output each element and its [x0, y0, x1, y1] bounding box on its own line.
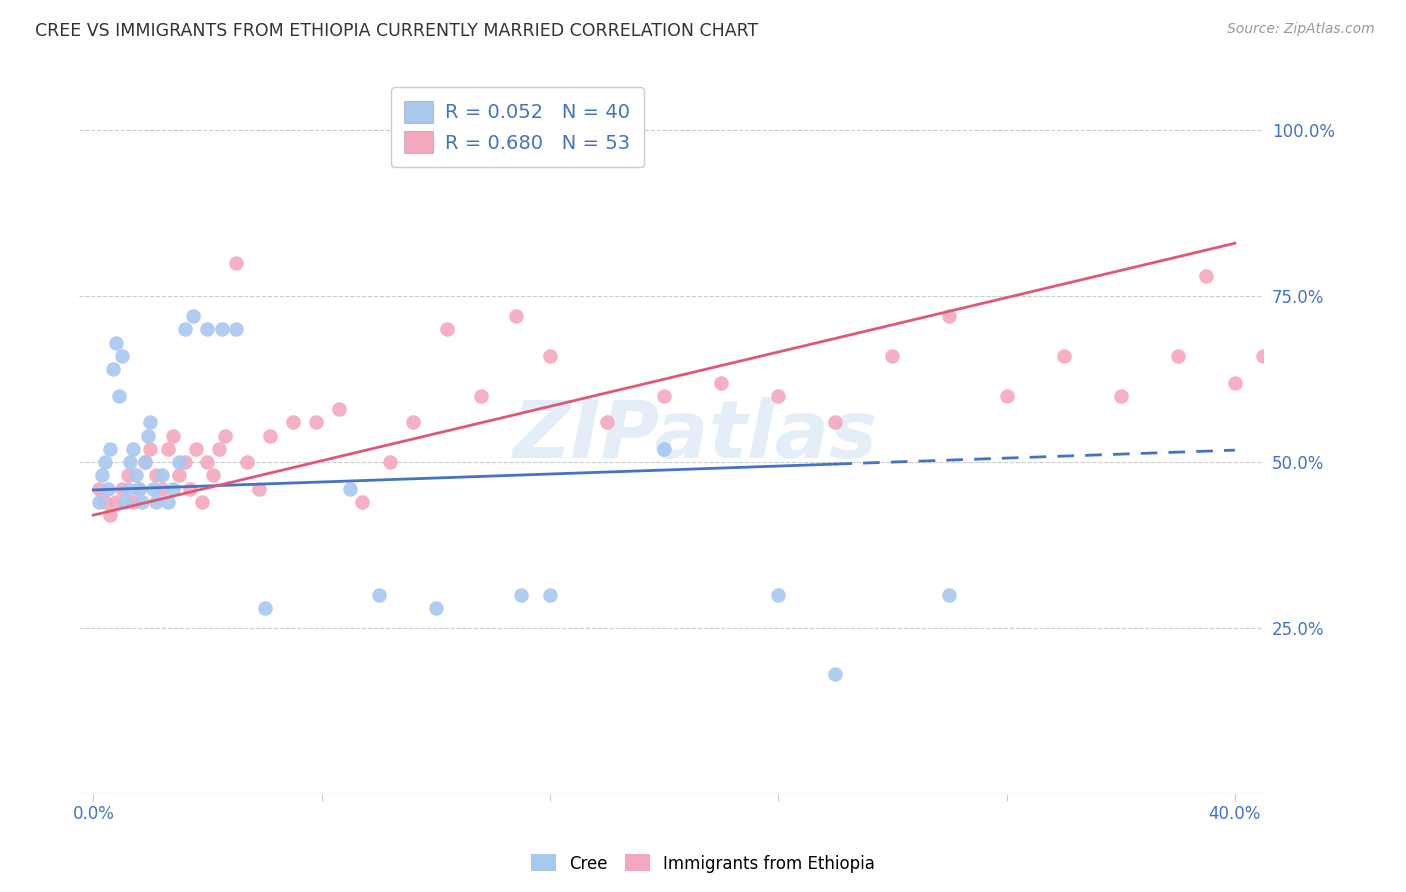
- Point: [184, 442, 207, 456]
- Point: [128, 482, 150, 496]
- Point: [253, 601, 276, 615]
- Point: [1253, 349, 1275, 363]
- Point: [103, 362, 125, 376]
- Point: [1109, 389, 1132, 403]
- Point: [87, 495, 110, 509]
- Point: [350, 495, 373, 509]
- Point: [995, 389, 1018, 403]
- Point: [470, 389, 492, 403]
- Point: [128, 482, 150, 496]
- Point: [378, 455, 401, 469]
- Point: [93, 495, 115, 509]
- Point: [122, 442, 145, 456]
- Point: [938, 588, 960, 602]
- Text: ZIPatlas: ZIPatlas: [512, 397, 877, 475]
- Point: [1281, 322, 1303, 336]
- Point: [150, 468, 173, 483]
- Point: [122, 495, 145, 509]
- Point: [197, 322, 219, 336]
- Point: [768, 389, 790, 403]
- Point: [117, 482, 139, 496]
- Point: [167, 468, 190, 483]
- Point: [87, 482, 110, 496]
- Point: [436, 322, 458, 336]
- Point: [191, 495, 214, 509]
- Point: [402, 415, 425, 429]
- Point: [1167, 349, 1189, 363]
- Point: [768, 588, 790, 602]
- Point: [538, 588, 561, 602]
- Text: CREE VS IMMIGRANTS FROM ETHIOPIA CURRENTLY MARRIED CORRELATION CHART: CREE VS IMMIGRANTS FROM ETHIOPIA CURRENT…: [35, 22, 758, 40]
- Point: [162, 428, 184, 442]
- Point: [225, 322, 247, 336]
- Point: [339, 482, 361, 496]
- Point: [505, 309, 527, 323]
- Point: [1223, 376, 1246, 390]
- Point: [181, 309, 204, 323]
- Point: [824, 667, 846, 681]
- Point: [136, 428, 159, 442]
- Point: [247, 482, 270, 496]
- Point: [105, 335, 128, 350]
- Point: [142, 482, 165, 496]
- Point: [214, 428, 236, 442]
- Point: [710, 376, 733, 390]
- Point: [100, 508, 122, 523]
- Point: [131, 495, 153, 509]
- Point: [125, 468, 148, 483]
- Point: [824, 415, 846, 429]
- Point: [145, 495, 167, 509]
- Point: [938, 309, 960, 323]
- Point: [120, 455, 142, 469]
- Point: [179, 482, 201, 496]
- Point: [281, 415, 304, 429]
- Point: [117, 468, 139, 483]
- Point: [236, 455, 259, 469]
- Point: [162, 482, 184, 496]
- Point: [882, 349, 904, 363]
- Point: [367, 588, 389, 602]
- Point: [156, 442, 179, 456]
- Point: [173, 322, 195, 336]
- Point: [105, 495, 128, 509]
- Point: [150, 482, 173, 496]
- Point: [652, 442, 675, 456]
- Point: [134, 455, 156, 469]
- Legend: Cree, Immigrants from Ethiopia: Cree, Immigrants from Ethiopia: [524, 847, 882, 880]
- Point: [167, 455, 190, 469]
- Point: [139, 415, 162, 429]
- Point: [111, 482, 134, 496]
- Text: Source: ZipAtlas.com: Source: ZipAtlas.com: [1227, 22, 1375, 37]
- Point: [156, 495, 179, 509]
- Point: [173, 455, 195, 469]
- Point: [97, 482, 120, 496]
- Point: [305, 415, 328, 429]
- Point: [538, 349, 561, 363]
- Point: [1195, 269, 1218, 284]
- Point: [108, 389, 131, 403]
- Point: [93, 455, 115, 469]
- Point: [145, 468, 167, 483]
- Point: [225, 256, 247, 270]
- Point: [652, 389, 675, 403]
- Point: [1053, 349, 1076, 363]
- Point: [510, 588, 533, 602]
- Point: [100, 442, 122, 456]
- Point: [1309, 177, 1331, 191]
- Point: [114, 495, 136, 509]
- Point: [211, 322, 233, 336]
- Point: [208, 442, 231, 456]
- Point: [134, 455, 156, 469]
- Point: [111, 349, 134, 363]
- Point: [425, 601, 447, 615]
- Point: [596, 415, 619, 429]
- Point: [328, 402, 350, 417]
- Point: [139, 442, 162, 456]
- Point: [90, 468, 112, 483]
- Legend: R = 0.052   N = 40, R = 0.680   N = 53: R = 0.052 N = 40, R = 0.680 N = 53: [391, 87, 644, 167]
- Point: [259, 428, 281, 442]
- Point: [202, 468, 225, 483]
- Point: [197, 455, 219, 469]
